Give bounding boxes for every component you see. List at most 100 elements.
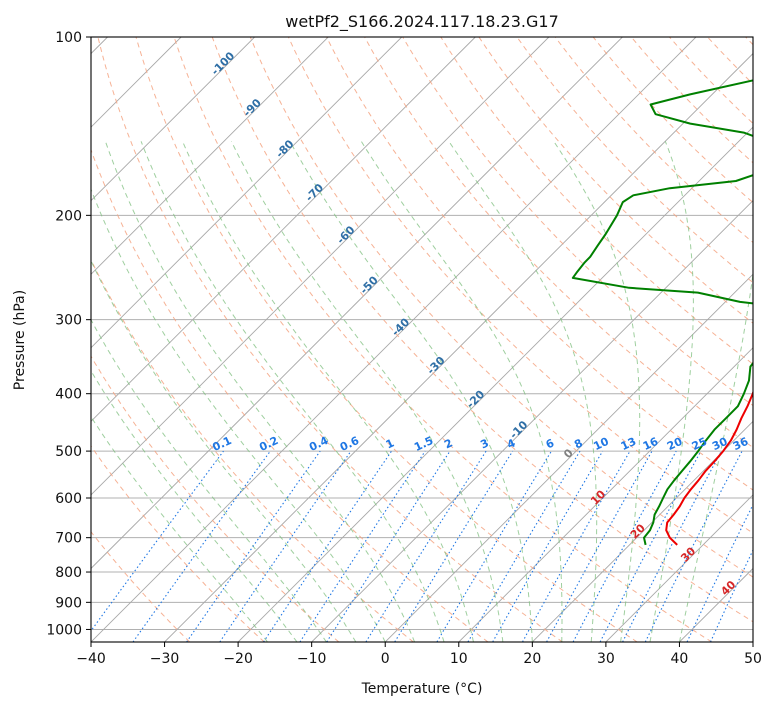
- dry-adiabat-line: [91, 148, 489, 642]
- isotherm-line: [532, 420, 753, 642]
- y-tick-label: 500: [55, 444, 82, 460]
- y-axis-label: Pressure (hPa): [12, 290, 28, 390]
- isotherm-line: [458, 347, 753, 642]
- series-layer: [571, 79, 753, 546]
- y-tick-label: 300: [55, 313, 82, 329]
- y-tick-label: 700: [55, 531, 82, 547]
- y-tick-label: 600: [55, 491, 82, 507]
- moist-adiabat-line: [289, 141, 533, 642]
- x-tick-label: −20: [223, 651, 253, 667]
- isotherm-label: -20: [464, 388, 487, 411]
- mixing-ratio-label: 2: [442, 436, 454, 451]
- mixing-ratio-line: [522, 450, 631, 642]
- mixing-ratio-line: [394, 450, 514, 642]
- grid-layer: [91, 37, 753, 642]
- dewpoint-profile: [571, 79, 753, 546]
- x-tick-label: 50: [744, 651, 762, 667]
- moist-adiabat-line: [448, 141, 598, 642]
- moist-adiabat-line: [91, 188, 386, 642]
- mixing-ratio-line: [299, 450, 426, 642]
- isotherm-line: [91, 37, 476, 422]
- mixing-ratio-label: 16: [641, 435, 661, 453]
- y-tick-label: 900: [55, 595, 82, 611]
- mixing-ratio-line: [219, 450, 352, 642]
- mixing-ratio-label: 6: [544, 436, 557, 451]
- x-tick-label: 20: [523, 651, 541, 667]
- x-tick-label: −10: [297, 651, 327, 667]
- mixing-ratio-line: [326, 450, 451, 642]
- moist-adiabat-line: [140, 141, 445, 642]
- dry-adiabat-line: [249, 37, 753, 578]
- isotherm-label: -30: [424, 354, 447, 377]
- y-tick-label: 100: [55, 30, 82, 46]
- isotherm-label: -90: [241, 96, 264, 119]
- isotherm-line: [91, 37, 623, 570]
- x-tick-label: 0: [381, 651, 390, 667]
- moist-adiabat-line: [649, 141, 694, 642]
- dry-adiabat-line: [91, 531, 191, 642]
- mixing-ratio-line: [572, 450, 677, 642]
- isotherm-line: [91, 37, 550, 496]
- plot-frame: [90, 36, 754, 643]
- dry-adiabat-line: [135, 37, 638, 642]
- mixing-ratio-label: 10: [592, 435, 612, 453]
- y-tick-label: 200: [55, 208, 82, 224]
- mixing-ratio-label: 25: [690, 435, 709, 453]
- mixing-ratio-line: [132, 450, 271, 642]
- mixing-ratio-line: [91, 450, 224, 632]
- y-tick-label: 400: [55, 387, 82, 403]
- isotherm-line: [311, 200, 753, 642]
- isotherm-line: [91, 37, 255, 202]
- isotherm-line: [237, 126, 753, 642]
- mixing-ratio-line: [467, 450, 581, 642]
- moist-adiabat-line: [230, 141, 504, 642]
- moist-adiabat-line: [91, 318, 327, 642]
- x-tick-label: 30: [597, 651, 615, 667]
- isotherm-line: [91, 37, 697, 642]
- mixing-ratio-line: [686, 503, 753, 642]
- dry-adiabat-line: [745, 37, 753, 46]
- isotherm-line: [384, 273, 753, 642]
- isotherm-label: -60: [334, 223, 357, 246]
- dry-adiabat-line: [287, 37, 753, 534]
- isotherm-label: -70: [303, 181, 326, 204]
- y-tick-label: 1000: [46, 622, 82, 638]
- mixing-ratio-line: [365, 450, 487, 642]
- mixing-ratio-label: 20: [665, 435, 685, 453]
- x-tick-label: −40: [76, 651, 106, 667]
- mixing-ratio-label: 3: [478, 436, 490, 451]
- isotherm-line: [164, 52, 753, 642]
- y-tick-label: 800: [55, 565, 82, 581]
- x-tick-label: 40: [671, 651, 689, 667]
- temperature-value-label: 10: [588, 487, 608, 507]
- isotherm-line: [91, 37, 329, 275]
- moist-adiabat-line: [104, 141, 416, 642]
- mixing-ratio-label: 36: [731, 435, 751, 453]
- x-tick-label: −30: [150, 651, 180, 667]
- dry-adiabat-line: [402, 37, 753, 407]
- moist-adiabat-line: [553, 141, 641, 642]
- dry-adiabat-line: [91, 445, 265, 642]
- mixing-ratio-label: 30: [710, 435, 730, 453]
- moist-adiabat-line: [91, 259, 357, 642]
- x-tick-label: 10: [450, 651, 468, 667]
- isotherm-line: [91, 37, 403, 349]
- mixing-ratio-line: [436, 450, 552, 642]
- dry-adiabat-line: [173, 37, 713, 642]
- adiabat-layer: [91, 37, 753, 642]
- dry-adiabat-line: [97, 37, 563, 642]
- mixing-ratio-line: [186, 450, 321, 642]
- mixing-ratio-line: [709, 548, 753, 642]
- dry-adiabat-line: [440, 37, 753, 365]
- mixing-ratio-line: [644, 450, 743, 642]
- temperature-value-label: 40: [718, 578, 738, 598]
- isotherm-line: [605, 494, 753, 642]
- line-label-layer: -100-90-80-70-60-50-40-30-20-10010203040…: [209, 49, 751, 598]
- axis-layer: −40 −30 −20 −10 0 10 20 30 40 50 100 200 300 400 500 60…: [46, 30, 762, 667]
- isotherm-label: -40: [389, 315, 412, 338]
- moist-adiabat-line: [678, 270, 753, 642]
- x-axis-label: Temperature (°C): [361, 681, 483, 697]
- dry-adiabat-line: [91, 355, 340, 642]
- dry-adiabat-line: [91, 258, 414, 642]
- dry-adiabat-line: [554, 37, 753, 244]
